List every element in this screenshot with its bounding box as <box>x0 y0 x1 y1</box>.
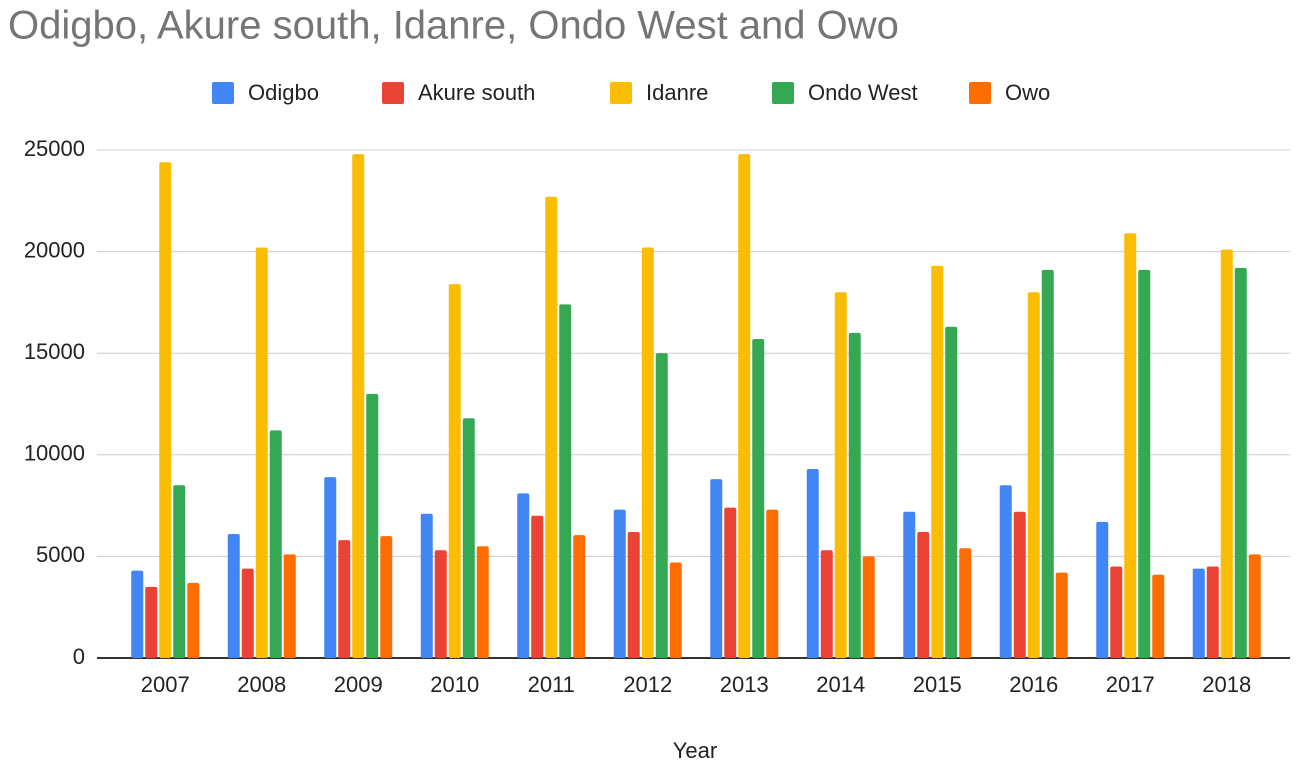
bar <box>1013 511 1026 658</box>
legend-swatch <box>610 82 632 104</box>
bar <box>283 554 296 658</box>
bar <box>945 326 958 658</box>
bar <box>338 540 351 658</box>
legend-label: Owo <box>1005 80 1050 105</box>
bar <box>173 485 186 658</box>
bar <box>862 556 875 658</box>
bar <box>752 338 765 658</box>
bar <box>806 469 819 658</box>
legend-label: Ondo West <box>808 80 918 105</box>
x-tick-label: 2014 <box>816 672 865 697</box>
bar <box>462 418 475 658</box>
bar <box>352 154 365 658</box>
bar <box>738 154 751 658</box>
bar <box>131 570 144 658</box>
bar <box>227 534 240 658</box>
bar <box>1192 568 1205 658</box>
bar <box>380 536 393 658</box>
bar <box>159 162 172 658</box>
bar <box>420 513 433 658</box>
bar <box>724 507 737 658</box>
bar <box>1041 269 1054 658</box>
bar <box>641 247 654 658</box>
x-tick-label: 2008 <box>237 672 286 697</box>
bar <box>820 550 833 658</box>
bar <box>848 332 861 658</box>
bar <box>613 509 626 658</box>
bar <box>1096 521 1109 658</box>
legend-swatch <box>212 82 234 104</box>
bar <box>187 582 200 658</box>
bar <box>903 511 916 658</box>
y-tick-label: 15000 <box>24 339 85 364</box>
bar <box>434 550 447 658</box>
bar <box>255 247 268 658</box>
bar <box>545 196 558 658</box>
bar <box>766 509 779 658</box>
bar <box>655 353 668 658</box>
y-tick-label: 25000 <box>24 136 85 161</box>
legend-swatch <box>382 82 404 104</box>
bar <box>476 546 489 658</box>
bar <box>241 568 254 658</box>
bar <box>1027 292 1040 658</box>
bar <box>917 532 930 658</box>
bar <box>1110 566 1123 658</box>
bar <box>145 586 158 658</box>
x-tick-label: 2012 <box>623 672 672 697</box>
bar <box>834 292 847 658</box>
bar <box>1152 574 1165 658</box>
bar <box>1220 249 1233 658</box>
bar <box>324 477 337 658</box>
bar <box>1234 267 1247 658</box>
x-tick-label: 2015 <box>913 672 962 697</box>
bar <box>531 515 544 658</box>
x-tick-label: 2013 <box>720 672 769 697</box>
bar <box>710 479 723 658</box>
x-tick-label: 2017 <box>1106 672 1155 697</box>
bar <box>517 493 530 658</box>
x-tick-label: 2009 <box>334 672 383 697</box>
bar <box>1124 233 1137 658</box>
bar <box>559 304 572 658</box>
bar <box>959 548 972 658</box>
bar <box>1206 566 1219 658</box>
bar <box>366 393 379 658</box>
x-axis-label: Year <box>673 738 717 763</box>
x-tick-label: 2016 <box>1009 672 1058 697</box>
legend-label: Odigbo <box>248 80 319 105</box>
bar <box>448 284 461 658</box>
bar <box>1138 269 1151 658</box>
y-tick-label: 5000 <box>36 542 85 567</box>
bar <box>931 265 944 658</box>
y-tick-label: 0 <box>73 644 85 669</box>
bar <box>269 430 282 658</box>
y-tick-label: 10000 <box>24 441 85 466</box>
x-tick-label: 2010 <box>430 672 479 697</box>
bar <box>999 485 1012 658</box>
bar <box>627 532 640 658</box>
bar <box>1248 554 1261 658</box>
bar <box>669 562 682 658</box>
x-tick-label: 2011 <box>528 672 575 697</box>
legend-label: Akure south <box>418 80 535 105</box>
y-tick-label: 20000 <box>24 237 85 262</box>
x-tick-label: 2007 <box>141 672 190 697</box>
legend-label: Idanre <box>646 80 708 105</box>
bar <box>573 535 586 658</box>
legend-swatch <box>772 82 794 104</box>
chart-title: Odigbo, Akure south, Idanre, Ondo West a… <box>8 4 899 48</box>
bar <box>1055 572 1068 658</box>
legend-swatch <box>969 82 991 104</box>
x-tick-label: 2018 <box>1202 672 1251 697</box>
